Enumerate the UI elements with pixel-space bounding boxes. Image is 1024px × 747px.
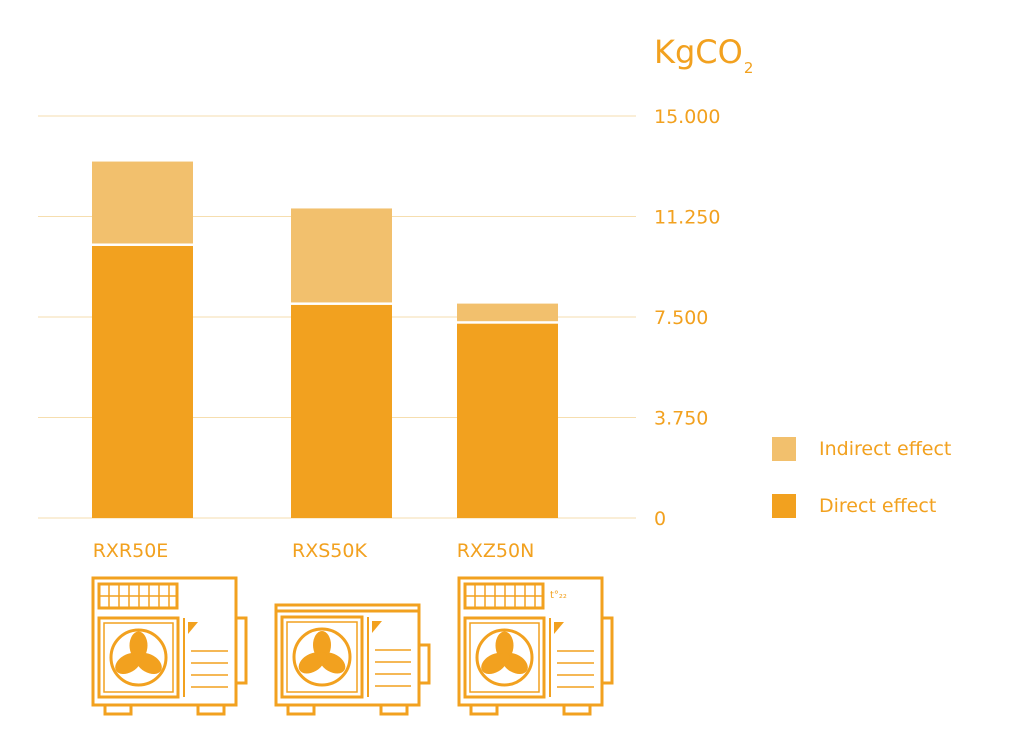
y-tick-label: 3.750 <box>654 408 708 430</box>
bar-indirect-rxs50k <box>291 208 392 303</box>
legend-swatch-direct <box>772 494 796 518</box>
legend: Indirect effect Direct effect <box>772 436 951 550</box>
legend-swatch-indirect <box>772 437 796 461</box>
outdoor-ac-unit-icon <box>91 576 248 716</box>
y-axis-unit: KgCO2 <box>654 33 754 77</box>
outdoor-ac-unit-icon: t°₂₂ <box>457 576 614 716</box>
legend-item-direct: Direct effect <box>772 493 951 519</box>
bar-indirect-rxr50e <box>92 161 193 244</box>
bar-direct-rxr50e <box>92 245 193 519</box>
unit-icons: t°₂₂ <box>91 576 614 716</box>
legend-label-indirect: Indirect effect <box>819 438 952 460</box>
y-tick-label: 15.000 <box>654 106 720 128</box>
legend-item-indirect: Indirect effect <box>772 436 951 462</box>
legend-label-direct: Direct effect <box>819 495 937 517</box>
bar-indirect-rxz50n <box>457 303 558 322</box>
outdoor-ac-unit-icon <box>274 603 431 716</box>
bar-direct-rxs50k <box>291 304 392 518</box>
category-label: RXR50E <box>93 540 169 562</box>
y-tick-label: 0 <box>654 508 666 530</box>
y-tick-label: 11.250 <box>654 207 720 229</box>
category-label: RXS50K <box>292 540 367 562</box>
bar-direct-rxz50n <box>457 323 558 518</box>
bars <box>92 161 558 519</box>
y-tick-labels: 0 3.750 7.500 11.250 15.000 <box>654 106 720 530</box>
svg-text:t°₂₂: t°₂₂ <box>550 590 567 601</box>
y-tick-label: 7.500 <box>654 307 708 329</box>
category-labels: RXR50E RXS50K RXZ50N <box>93 540 535 562</box>
category-label: RXZ50N <box>457 540 535 562</box>
